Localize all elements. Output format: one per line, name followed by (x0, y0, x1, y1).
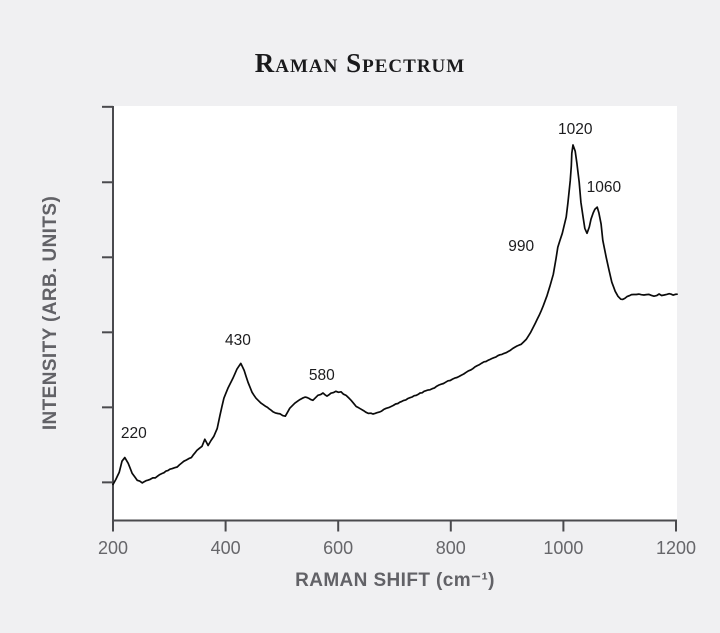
x-axis-tick-label: 600 (323, 538, 354, 558)
peak-label-580: 580 (308, 367, 335, 385)
x-axis-tick-label: 1000 (543, 538, 584, 558)
x-axis-ticks (112, 520, 677, 532)
x-axis-tick-label: 400 (210, 538, 241, 558)
x-axis-tick-label: 200 (97, 538, 129, 558)
plot-area (113, 106, 677, 521)
x-axis-tick-label: 1200 (655, 538, 697, 558)
y-axis-title: INTENSITY (ARB. UNITS) (40, 195, 61, 431)
y-axis-ticks (102, 105, 113, 484)
peak-label-220: 220 (120, 425, 147, 443)
axis-lines (112, 106, 677, 522)
peak-label-990: 990 (508, 238, 535, 256)
spectrum-curve (112, 144, 678, 486)
peak-label-1060: 1060 (586, 179, 622, 197)
peak-label-1020: 1020 (557, 121, 593, 139)
peak-label-430: 430 (225, 332, 251, 350)
x-axis-title: RAMAN SHIFT (cm⁻¹) (295, 570, 495, 591)
x-axis-tick-label: 800 (435, 538, 466, 558)
chart-title: Raman Spectrum (254, 48, 466, 78)
